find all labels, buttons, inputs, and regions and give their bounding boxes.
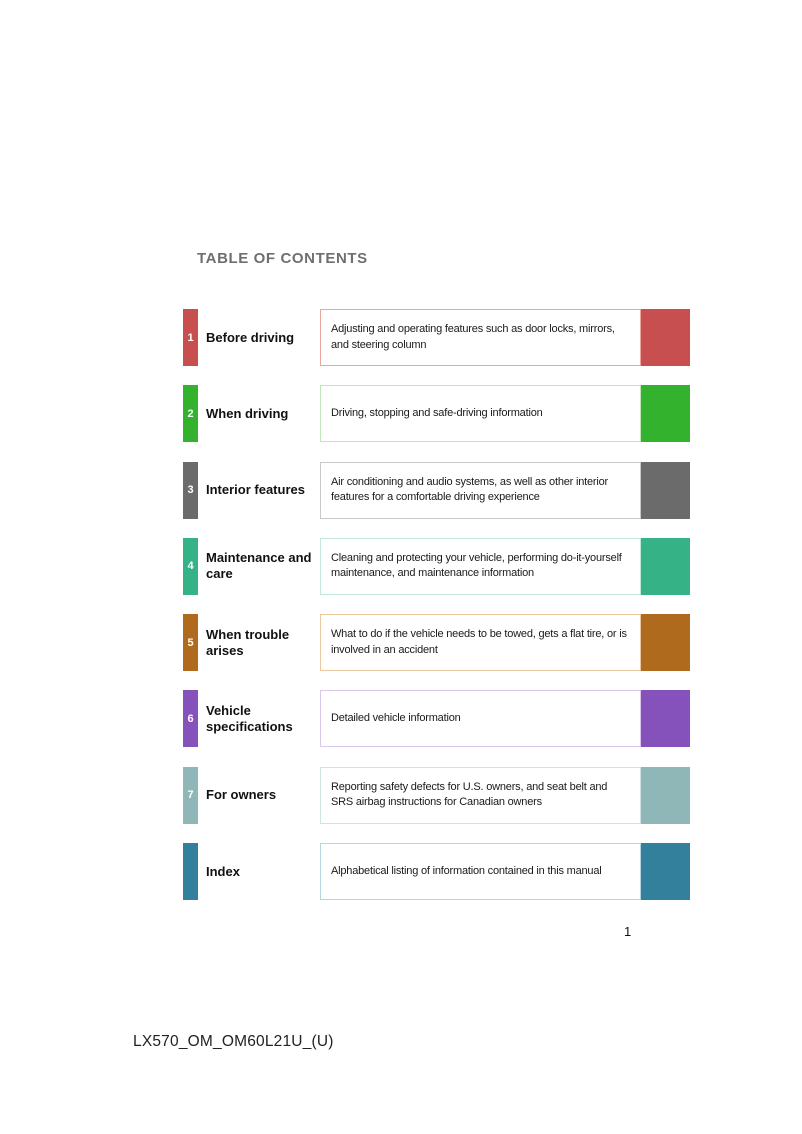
chapter-number: 4	[187, 560, 194, 573]
chapter-color-block	[641, 309, 690, 366]
chapter-number: 6	[187, 712, 194, 725]
chapter-number-tab: 2	[183, 385, 198, 443]
chapter-description: Detailed vehicle information	[331, 712, 461, 725]
footer-document-code: LX570_OM_OM60L21U_(U)	[133, 1033, 334, 1050]
toc-row: 6 Vehicle specifications Detailed vehicl…	[183, 690, 690, 748]
toc-row: 3 Interior features Air conditioning and…	[183, 461, 690, 519]
chapter-description: Cleaning and protecting your vehicle, pe…	[331, 551, 622, 580]
chapter-label: Before driving	[206, 329, 295, 345]
toc-row: 4 Maintenance and care Cleaning and prot…	[183, 537, 690, 595]
chapter-label: Maintenance and care	[206, 550, 312, 582]
chapter-color-block	[641, 614, 690, 672]
chapter-label: For owners	[206, 787, 277, 803]
toc-row: 7 For owners Reporting safety defects fo…	[183, 766, 690, 824]
chapter-color-block	[641, 385, 690, 443]
chapter-label: Interior features	[206, 482, 305, 498]
chapter-color-block	[641, 843, 690, 901]
chapter-description-box: Air conditioning and audio systems, as w…	[320, 461, 641, 519]
chapter-description: Adjusting and operating features such as…	[331, 323, 615, 351]
chapter-number-tab: 1	[183, 309, 198, 366]
chapter-description: What to do if the vehicle needs to be to…	[331, 628, 627, 656]
chapter-label: Vehicle specifications	[206, 702, 293, 734]
chapter-number-tab: 3	[183, 461, 198, 519]
chapter-number-tab: 4	[183, 537, 198, 595]
chapter-number: 1	[187, 331, 194, 344]
chapter-number-tab: 6	[183, 690, 198, 748]
toc-row: 2 When driving Driving, stopping and saf…	[183, 385, 690, 443]
chapter-label: Index	[206, 863, 240, 879]
chapter-number: 2	[187, 407, 194, 420]
toc-list: 1 Before driving Adjusting and operating…	[183, 309, 690, 901]
chapter-color-block	[641, 766, 690, 824]
chapter-description-box: Driving, stopping and safe-driving infor…	[320, 385, 641, 443]
chapter-description-box: Alphabetical listing of information cont…	[320, 843, 641, 901]
chapter-description-box: Detailed vehicle information	[320, 690, 641, 748]
chapter-label: When driving	[206, 405, 289, 421]
chapter-color-block	[641, 537, 690, 595]
chapter-description-box: Adjusting and operating features such as…	[320, 309, 641, 366]
toc-row: Index Alphabetical listing of informatio…	[183, 843, 690, 901]
chapter-number-tab: 7	[183, 766, 198, 824]
chapter-number: 5	[187, 636, 194, 649]
chapter-color-block	[641, 461, 690, 519]
chapter-description: Driving, stopping and safe-driving infor…	[331, 407, 543, 420]
chapter-description: Alphabetical listing of information cont…	[331, 864, 602, 877]
chapter-number-tab	[183, 843, 198, 901]
chapter-color-block	[641, 690, 690, 748]
chapter-number: 7	[187, 789, 194, 802]
page-number: 1	[624, 924, 632, 939]
chapter-number-tab: 5	[183, 614, 198, 672]
page-title: TABLE OF CONTENTS	[197, 250, 368, 267]
chapter-description: Reporting safety defects for U.S. owners…	[331, 780, 608, 809]
chapter-description-box: Reporting safety defects for U.S. owners…	[320, 766, 641, 824]
toc-row: 1 Before driving Adjusting and operating…	[183, 309, 690, 366]
chapter-description-box: Cleaning and protecting your vehicle, pe…	[320, 537, 641, 595]
chapter-label: When trouble arises	[206, 626, 290, 658]
chapter-description-box: What to do if the vehicle needs to be to…	[320, 614, 641, 672]
chapter-description: Air conditioning and audio systems, as w…	[331, 475, 609, 504]
chapter-number: 3	[187, 484, 194, 497]
toc-row: 5 When trouble arises What to do if the …	[183, 614, 690, 672]
